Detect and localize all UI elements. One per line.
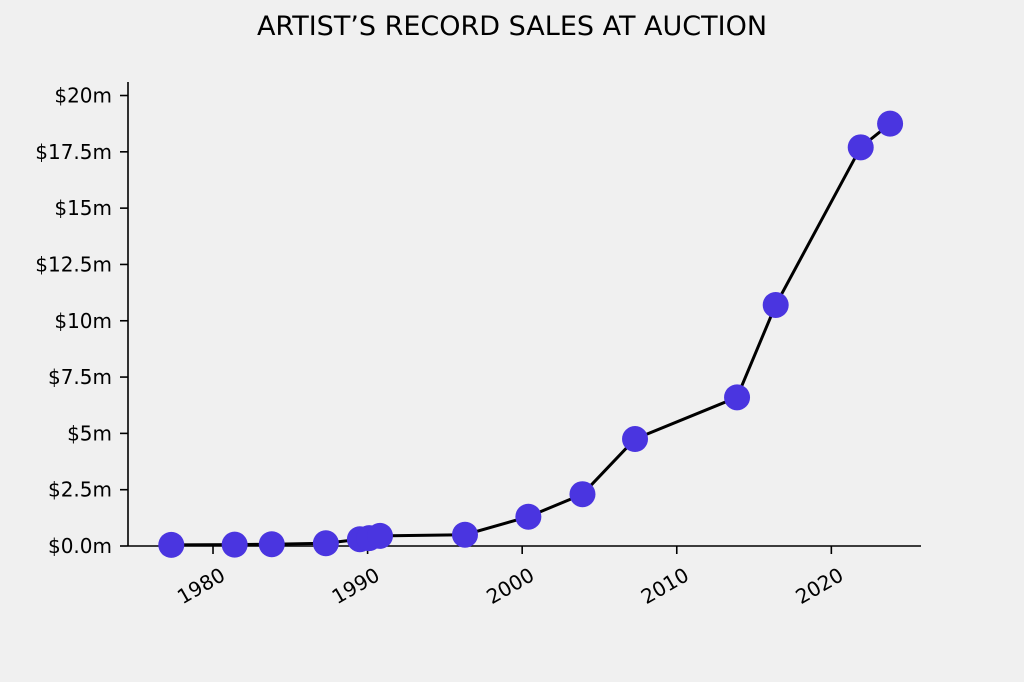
data-point [451,521,478,548]
data-point [312,530,339,557]
y-tick-label: $12.5m [35,252,112,276]
y-tick-label: $17.5m [35,140,112,164]
data-point [158,531,185,558]
data-point [877,110,904,137]
y-tick-label: $7.5m [48,365,112,389]
y-tick-label: $5m [67,421,112,445]
x-tick-label: 2020 [791,563,847,609]
y-tick-label: $2.5m [48,478,112,502]
x-tick-label: 2000 [482,563,538,609]
data-point [366,522,393,549]
data-point [622,426,649,453]
data-point [847,134,874,161]
x-tick-label: 2010 [637,563,693,609]
plot-area [158,110,904,558]
data-point [515,503,542,530]
data-point [724,384,751,411]
series-line [171,122,892,547]
y-tick-label: $15m [54,196,112,220]
x-tick-label: 1980 [173,563,229,609]
data-point [762,291,789,318]
data-point [569,481,596,508]
y-tick-label: $0.0m [48,534,112,558]
chart-title: ARTIST’S RECORD SALES AT AUCTION [257,11,767,42]
data-point [221,531,248,558]
data-point [258,531,285,558]
y-tick-label: $10m [54,309,112,333]
x-tick-label: 1990 [328,563,384,609]
y-tick-label: $20m [54,84,112,108]
